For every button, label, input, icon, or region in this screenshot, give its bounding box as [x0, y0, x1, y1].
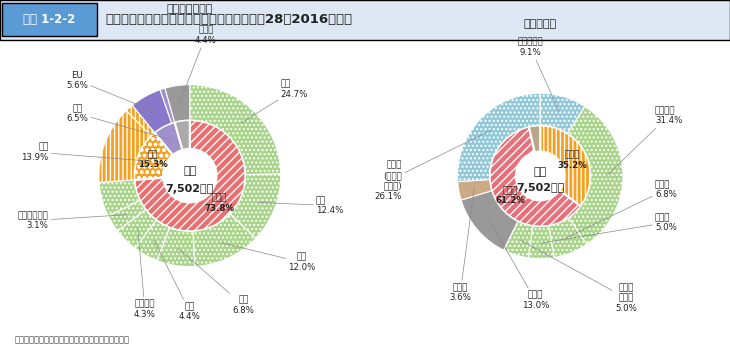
FancyBboxPatch shape — [2, 3, 97, 36]
Text: 野菜・
果実等
5.0%: 野菜・ 果実等 5.0% — [520, 240, 637, 313]
Wedge shape — [461, 191, 518, 250]
Text: 米国
13.9%: 米国 13.9% — [21, 142, 152, 162]
Wedge shape — [549, 218, 587, 258]
Text: 林産物
3.6%: 林産物 3.6% — [450, 188, 474, 302]
Text: アジア
73.8%: アジア 73.8% — [204, 194, 234, 213]
Text: 7,502億円: 7,502億円 — [166, 183, 214, 194]
Text: EU
5.6%: EU 5.6% — [66, 71, 154, 111]
Wedge shape — [157, 227, 195, 267]
Wedge shape — [132, 90, 172, 132]
Text: 農産物
61.2%: 農産物 61.2% — [495, 186, 525, 205]
Text: 水産物
35.2%: 水産物 35.2% — [558, 150, 587, 170]
Wedge shape — [540, 93, 585, 133]
Text: （品目別）: （品目別） — [523, 19, 557, 29]
Text: 加工食品
31.4%: 加工食品 31.4% — [607, 106, 683, 175]
Text: ベトナム
4.3%: ベトナム 4.3% — [134, 228, 155, 319]
Text: 台湾
12.4%: 台湾 12.4% — [258, 196, 343, 215]
Wedge shape — [190, 85, 281, 175]
Text: その他
13.0%: その他 13.0% — [489, 219, 549, 310]
Text: シンガポール
3.1%: シンガポール 3.1% — [18, 211, 127, 230]
Text: 畜産品
6.8%: 畜産品 6.8% — [565, 180, 677, 238]
Text: 資料：財務省「貿易統計」を基に農林水産省で作成: 資料：財務省「貿易統計」を基に農林水産省で作成 — [15, 335, 130, 344]
Wedge shape — [193, 214, 255, 267]
Text: 北米
15.3%: 北米 15.3% — [137, 150, 167, 169]
Wedge shape — [99, 180, 140, 216]
Text: その他
4.4%: その他 4.4% — [180, 26, 217, 103]
FancyBboxPatch shape — [0, 0, 730, 40]
Wedge shape — [529, 125, 540, 152]
Wedge shape — [504, 221, 533, 258]
Text: （国・地域別）: （国・地域別） — [166, 4, 213, 14]
Wedge shape — [160, 88, 174, 123]
Wedge shape — [134, 120, 245, 231]
Wedge shape — [230, 174, 281, 238]
Wedge shape — [126, 105, 155, 136]
Text: 農林水産物・食品の輸出額の主な内訳（平成28（2016）年）: 農林水産物・食品の輸出額の主な内訳（平成28（2016）年） — [105, 13, 352, 26]
Text: 総額: 総額 — [183, 166, 196, 176]
Wedge shape — [165, 85, 190, 122]
Text: 中国
12.0%: 中国 12.0% — [220, 243, 316, 272]
Wedge shape — [134, 132, 173, 180]
Wedge shape — [458, 93, 540, 182]
Text: 韓国
6.8%: 韓国 6.8% — [178, 249, 254, 315]
Wedge shape — [490, 127, 581, 227]
Wedge shape — [174, 120, 190, 150]
Text: 総額: 総額 — [534, 167, 547, 177]
Wedge shape — [99, 110, 151, 183]
Wedge shape — [135, 220, 169, 260]
Text: 穀物等
5.0%: 穀物等 5.0% — [541, 213, 677, 243]
Text: 欧州
6.5%: 欧州 6.5% — [66, 104, 171, 140]
Wedge shape — [540, 125, 591, 206]
Wedge shape — [118, 209, 156, 248]
Text: 7,502億円: 7,502億円 — [516, 183, 564, 193]
Text: 香港
24.7%: 香港 24.7% — [242, 80, 308, 123]
Wedge shape — [155, 122, 182, 155]
Text: 水産物
(調製品
を除く)
26.1%: 水産物 (調製品 を除く) 26.1% — [374, 130, 491, 201]
Text: タイ
4.4%: タイ 4.4% — [154, 240, 201, 321]
Text: 図表 1-2-2: 図表 1-2-2 — [23, 13, 75, 26]
Wedge shape — [568, 106, 623, 244]
Wedge shape — [108, 200, 145, 231]
Text: 水産調製品
9.1%: 水産調製品 9.1% — [518, 38, 559, 111]
Wedge shape — [458, 180, 492, 200]
Wedge shape — [529, 226, 554, 259]
